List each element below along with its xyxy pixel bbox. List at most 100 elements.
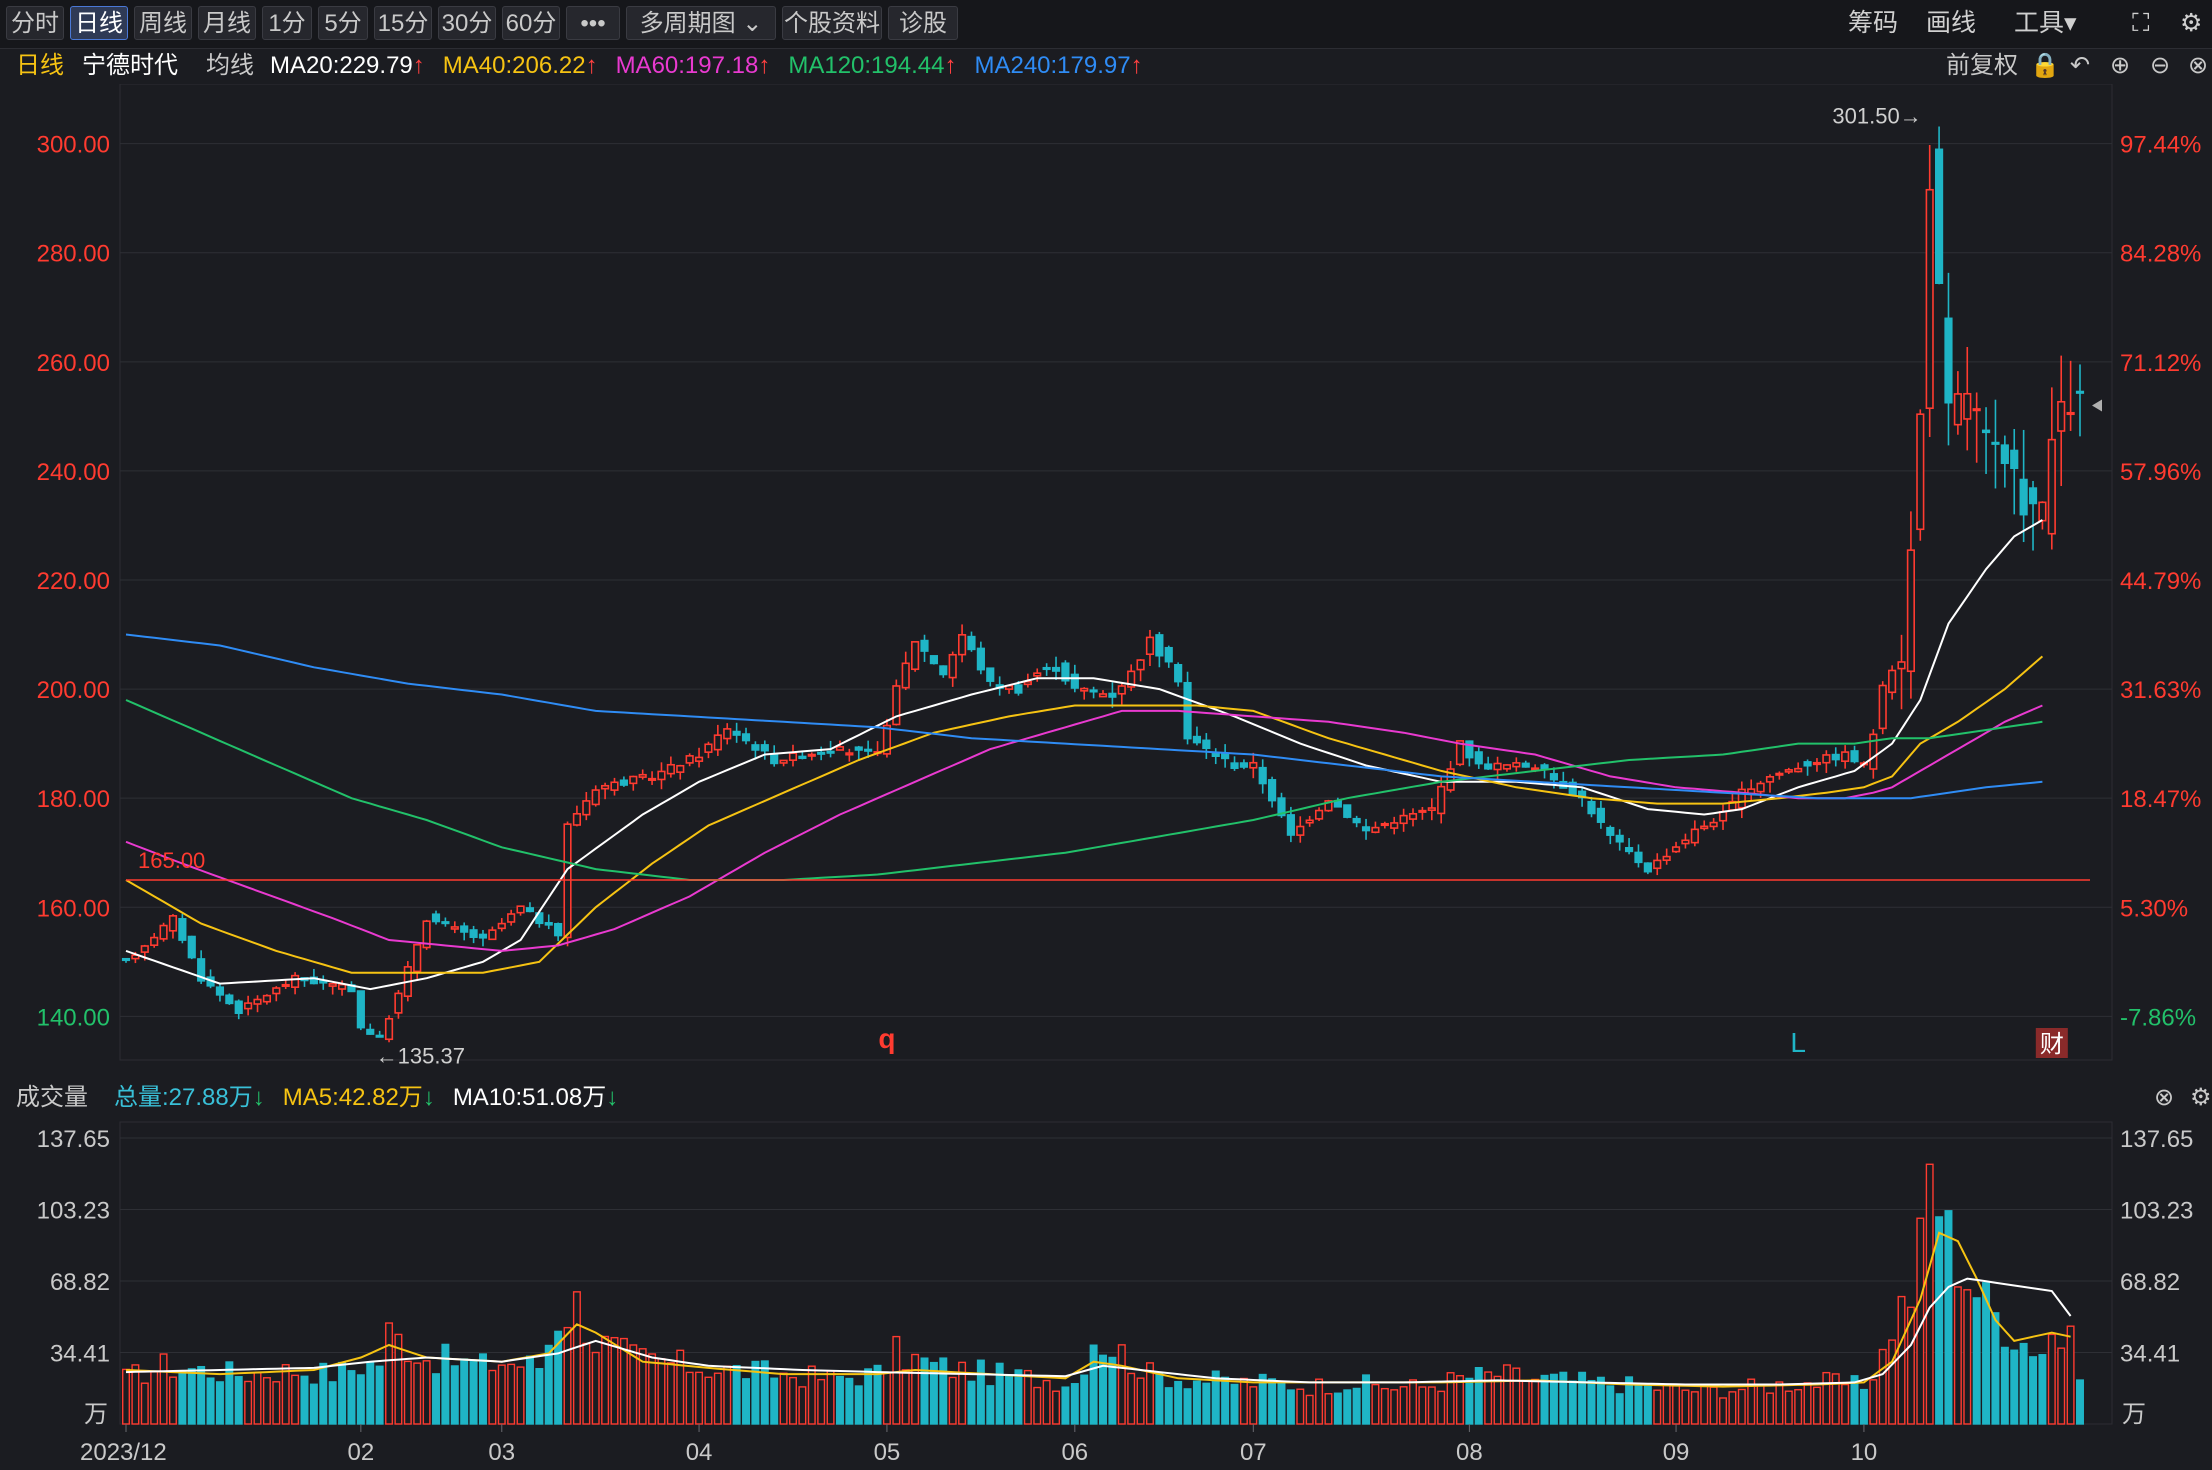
candle[interactable] — [948, 651, 957, 687]
volume-bar[interactable] — [328, 1381, 337, 1425]
volume-bar[interactable] — [507, 1363, 516, 1425]
volume-bar[interactable] — [1822, 1371, 1831, 1425]
candle[interactable] — [1991, 399, 2000, 489]
finance-marker-box[interactable] — [2035, 1028, 2068, 1058]
volume-bar[interactable] — [929, 1361, 938, 1425]
candle[interactable] — [892, 679, 901, 726]
candle[interactable] — [168, 914, 178, 939]
volume-bar[interactable] — [450, 1365, 459, 1425]
volume-bar[interactable] — [1756, 1383, 1765, 1425]
candle[interactable] — [967, 631, 976, 652]
volume-bar[interactable] — [1080, 1374, 1089, 1425]
zoom-out-icon[interactable]: ⊖ — [2150, 52, 2171, 79]
volume-bar[interactable] — [760, 1360, 769, 1425]
candle[interactable] — [1314, 807, 1324, 821]
volume-bar[interactable] — [986, 1385, 995, 1425]
volume-bar[interactable] — [544, 1344, 553, 1425]
volume-bar[interactable] — [1549, 1373, 1558, 1425]
candle[interactable] — [356, 990, 365, 1031]
candle[interactable] — [1662, 848, 1671, 865]
volume-bar[interactable] — [948, 1376, 957, 1425]
volume-bar[interactable] — [300, 1375, 309, 1425]
volume-bar[interactable] — [1653, 1389, 1662, 1425]
volume-bar[interactable] — [1972, 1297, 1981, 1425]
volume-bar[interactable] — [1728, 1391, 1737, 1425]
candle[interactable] — [375, 1030, 384, 1038]
candle[interactable] — [1408, 808, 1418, 827]
volume-bar[interactable] — [713, 1372, 722, 1425]
volume-bar[interactable] — [770, 1377, 779, 1425]
candle[interactable] — [939, 665, 948, 678]
candle[interactable] — [657, 762, 666, 790]
candle[interactable] — [1944, 272, 1953, 446]
tab-8[interactable]: 60分 — [502, 6, 560, 40]
volume-bar[interactable] — [911, 1353, 920, 1425]
volume-bar[interactable] — [262, 1377, 271, 1425]
volume-bar[interactable] — [1484, 1371, 1493, 1425]
volume-chart[interactable]: 137.65 137.65 103.23 103.23 68.82 68.82 34.41 3… — [0, 1116, 2212, 1470]
volume-bar[interactable] — [1906, 1306, 1915, 1425]
volume-bar[interactable] — [2038, 1354, 2047, 1425]
volume-bar[interactable] — [845, 1377, 854, 1425]
candle[interactable] — [1934, 126, 1944, 285]
volume-bar[interactable] — [338, 1361, 347, 1425]
volume-bar[interactable] — [1615, 1393, 1624, 1425]
volume-bar[interactable] — [1531, 1378, 1540, 1425]
volume-bar[interactable] — [610, 1336, 619, 1425]
candle[interactable] — [328, 982, 337, 995]
volume-bar[interactable] — [1859, 1388, 1868, 1425]
candle[interactable] — [1841, 745, 1850, 769]
candle[interactable] — [1671, 841, 1681, 853]
volume-bar[interactable] — [1850, 1375, 1859, 1425]
volume-bar[interactable] — [835, 1375, 844, 1425]
candle[interactable] — [957, 624, 967, 663]
candle[interactable] — [2038, 501, 2047, 530]
volume-bar[interactable] — [478, 1353, 487, 1425]
volume-bar[interactable] — [995, 1362, 1004, 1425]
volume-bar[interactable] — [253, 1372, 262, 1425]
volume-bar[interactable] — [432, 1373, 440, 1425]
candle[interactable] — [272, 986, 281, 1002]
volume-bar[interactable] — [1455, 1375, 1464, 1425]
candle[interactable] — [1080, 687, 1089, 700]
candle[interactable] — [1925, 145, 1934, 438]
candle[interactable] — [1051, 656, 1061, 681]
candle[interactable] — [1765, 774, 1775, 793]
candle[interactable] — [1888, 665, 1897, 700]
candle[interactable] — [1681, 833, 1690, 849]
volume-bar[interactable] — [1719, 1397, 1728, 1425]
volume-bar[interactable] — [1362, 1374, 1371, 1425]
tab-5[interactable]: 5分 — [318, 6, 368, 40]
candle[interactable] — [741, 727, 751, 745]
candle[interactable] — [1418, 807, 1427, 820]
candle[interactable] — [1690, 820, 1699, 847]
volume-bar[interactable] — [2076, 1379, 2084, 1425]
candle[interactable] — [1249, 752, 1258, 779]
candle[interactable] — [779, 759, 788, 767]
tab-1[interactable]: 日线 — [70, 6, 128, 40]
volume-bar[interactable] — [1352, 1387, 1361, 1425]
volume-bar[interactable] — [1841, 1383, 1850, 1425]
volume-bar[interactable] — [1164, 1387, 1173, 1425]
volume-bar[interactable] — [1502, 1364, 1511, 1425]
candle[interactable] — [1352, 815, 1361, 828]
volume-bar[interactable] — [1662, 1383, 1671, 1425]
finance-marker[interactable]: 财 — [2040, 1031, 2064, 1058]
tab-0[interactable]: 分时 — [6, 6, 64, 40]
volume-bar[interactable] — [723, 1365, 732, 1425]
volume-bar[interactable] — [281, 1364, 290, 1425]
volume-settings-icon[interactable]: ⚙ — [2190, 1084, 2212, 1111]
candle[interactable] — [431, 910, 441, 925]
volume-bar[interactable] — [1831, 1373, 1840, 1425]
volume-bar[interactable] — [1183, 1388, 1192, 1425]
volume-bar[interactable] — [234, 1376, 243, 1425]
volume-bar[interactable] — [2029, 1356, 2038, 1425]
tab-2[interactable]: 周线 — [134, 6, 192, 40]
volume-legend-item[interactable]: MA10:51.08万↓ — [453, 1084, 618, 1111]
candle[interactable] — [1775, 771, 1784, 780]
volume-bar[interactable] — [2047, 1333, 2056, 1425]
candle[interactable] — [1502, 764, 1512, 772]
volume-bar[interactable] — [159, 1353, 168, 1425]
candle[interactable] — [864, 740, 873, 758]
candle[interactable] — [1211, 748, 1220, 765]
